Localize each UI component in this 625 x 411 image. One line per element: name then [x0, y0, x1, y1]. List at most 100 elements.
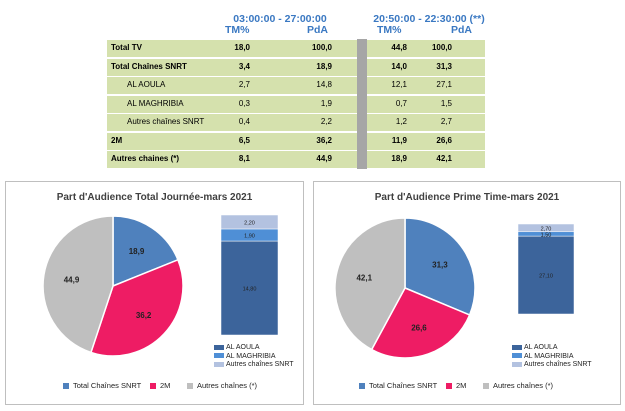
stack-legend-item: AL MAGHRIBIA — [512, 353, 592, 362]
table-row: AL MAGHRIBIA 0,3 1,9 0,7 1,5 — [107, 94, 485, 113]
cell-pda1: 1,9 — [320, 98, 332, 108]
stack-legend-item: Autres chaînes SNRT — [512, 361, 592, 370]
cell-tm2: 0,7 — [395, 98, 407, 108]
table-row: 2M 6,5 36,2 11,9 26,6 — [107, 131, 485, 150]
stack-label: 1,50 — [541, 232, 552, 238]
panel-total-journee: Part d'Audience Total Journée-mars 2021 … — [5, 181, 304, 405]
legend-label: AL MAGHRIBIA — [226, 352, 276, 360]
cell-pda2: 27,1 — [436, 80, 452, 89]
stack-legend-0: AL AOULA AL MAGHRIBIA Autres chaînes SNR… — [214, 344, 294, 370]
row-label: Autres chaines (*) — [111, 154, 180, 163]
legend-swatch — [512, 361, 522, 367]
stack-segment — [220, 214, 279, 230]
legend-swatch — [63, 383, 69, 390]
legend-label: Autres chaînes SNRT — [524, 361, 592, 368]
header-tm-2: TM% — [377, 24, 402, 36]
row-label: Total TV — [111, 43, 142, 52]
legend-swatch — [187, 383, 193, 390]
pie-legend-item: Autres chaînes (*) — [187, 381, 257, 390]
pie-legend-item: Total Chaînes SNRT — [63, 381, 141, 390]
stack-label: 2,70 — [541, 226, 552, 232]
legend-label: AL AOULA — [524, 344, 558, 351]
pie-slice — [112, 215, 179, 288]
legend-label: 2M — [160, 381, 171, 390]
legend-swatch — [214, 361, 224, 367]
pie-legend-item: 2M — [446, 381, 466, 390]
row-label: Total Chaînes SNRT — [111, 61, 187, 71]
legend-swatch — [150, 383, 156, 390]
legend-label: Autres chaînes (*) — [197, 381, 258, 390]
cell-pda2: 26,6 — [436, 135, 452, 145]
cell-pda2: 100,0 — [431, 43, 452, 52]
cell-pda1: 14,8 — [316, 80, 332, 89]
cell-tm2: 14,0 — [391, 61, 407, 71]
cell-tm2: 1,2 — [395, 117, 407, 126]
pie-slice — [334, 217, 406, 351]
cell-tm2: 18,9 — [391, 154, 407, 163]
column-separator — [357, 39, 367, 169]
header-period-1: 03:00:00 - 27:00:00 TM% PdA — [215, 14, 345, 36]
stack-legend-item: Autres chaînes SNRT — [214, 361, 294, 370]
cell-pda1: 36,2 — [316, 135, 332, 145]
pie-legend-item: Total Chaînes SNRT — [359, 381, 437, 390]
cell-pda2: 1,5 — [440, 98, 452, 108]
cell-tm2: 44,8 — [391, 43, 407, 52]
header-period-2-label: 20:50:00 - 22:30:00 (**) — [373, 13, 485, 25]
pie-slice — [404, 217, 476, 316]
slice-label: 42,1 — [356, 274, 372, 283]
table-row: Autres chaînes SNRT 0,4 2,2 1,2 2,7 — [107, 113, 485, 131]
stack-segment — [220, 240, 279, 336]
legend-swatch — [483, 383, 489, 390]
cell-pda1: 44,9 — [316, 154, 332, 163]
slice-label: 31,3 — [432, 261, 448, 270]
chart-prime-time: 31,3 26,6 42,1 27,10 1,502,70 — [334, 217, 575, 359]
cell-pda1: 100,0 — [311, 43, 332, 52]
header-pda-1: PdA — [307, 24, 328, 36]
header-period-1-label: 03:00:00 - 27:00:00 — [233, 13, 327, 25]
row-label: 2M — [111, 135, 123, 145]
slice-label: 18,9 — [129, 247, 145, 256]
stack-legend-item: AL AOULA — [512, 344, 592, 353]
chart-title-total-journee: Part d'Audience Total Journée-mars 2021 — [56, 192, 253, 203]
header-tm-1: TM% — [225, 24, 250, 36]
pie-legend-item: Autres chaînes (*) — [483, 381, 553, 390]
cell-tm1: 18,0 — [234, 43, 250, 52]
stack-legend-item: AL AOULA — [214, 344, 294, 353]
cell-tm2: 12,1 — [391, 80, 407, 89]
legend-label: Total Chaînes SNRT — [369, 381, 438, 390]
row-label: AL AOULA — [127, 80, 166, 89]
cell-pda2: 31,3 — [436, 61, 452, 71]
legend-label: AL MAGHRIBIA — [524, 352, 574, 360]
legend-swatch — [214, 344, 224, 350]
chart-total-journee: 18,9 36,2 44,9 14,80 1,90 2,20 — [42, 214, 279, 357]
legend-swatch — [512, 344, 522, 350]
table-row: Total TV 18,0 100,0 44,8 100,0 — [107, 39, 485, 57]
stack-segment — [517, 223, 575, 233]
legend-label: Total Chaînes SNRT — [73, 381, 142, 390]
legend-label: Autres chaînes (*) — [493, 381, 554, 390]
pie-slice — [42, 215, 114, 354]
cell-tm1: 8,1 — [238, 154, 250, 163]
header-pda-2: PdA — [451, 24, 472, 36]
cell-pda1: 18,9 — [316, 61, 332, 71]
cell-pda2: 2,7 — [440, 117, 452, 126]
legend-swatch — [359, 383, 365, 390]
legend-label: 2M — [456, 381, 467, 390]
row-label: Autres chaînes SNRT — [127, 117, 205, 126]
cell-tm2: 11,9 — [391, 135, 407, 145]
stack-segment — [517, 235, 575, 315]
pie-slice — [90, 258, 184, 357]
cell-tm1: 2,7 — [238, 80, 250, 89]
legend-label: Autres chaînes SNRT — [226, 361, 294, 368]
header-period-2: 20:50:00 - 22:30:00 (**) TM% PdA — [369, 14, 489, 36]
stack-label: 27,10 — [539, 274, 553, 280]
cell-pda1: 2,2 — [320, 117, 332, 126]
table-row: AL AOULA 2,7 14,8 12,1 27,1 — [107, 76, 485, 94]
cell-tm1: 0,4 — [238, 117, 250, 126]
cell-pda2: 42,1 — [436, 154, 452, 163]
chart-title-prime-time: Part d'Audience Prime Time-mars 2021 — [374, 192, 560, 203]
row-label: AL MAGHRIBIA — [127, 98, 184, 108]
legend-label: AL AOULA — [226, 344, 260, 351]
legend-swatch — [446, 383, 452, 390]
stack-label: 2,20 — [244, 220, 255, 226]
